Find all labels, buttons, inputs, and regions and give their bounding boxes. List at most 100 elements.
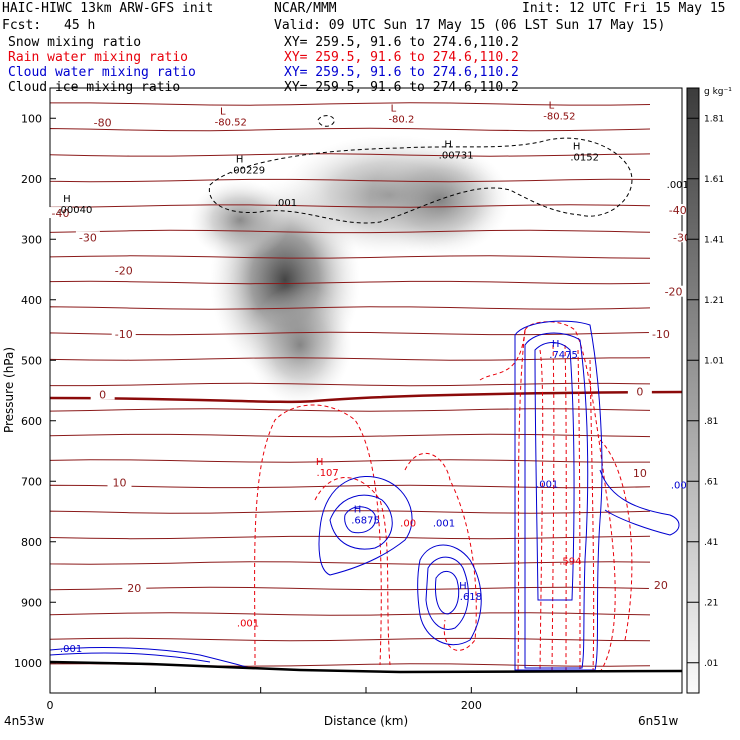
isotherm	[50, 637, 651, 642]
colorbar-tick-label: .81	[704, 417, 718, 427]
extremum-kind: L	[549, 100, 555, 111]
y-axis-label: Pressure (hPa)	[2, 347, 16, 433]
colorbar-tick-label: 1.61	[704, 175, 724, 185]
contour-label: .001	[275, 198, 297, 209]
right-endpoint-label: 6n51w	[638, 714, 679, 728]
cloud-water-contour	[524, 332, 589, 669]
extremum-kind: H	[444, 140, 452, 151]
extremum-kind: H	[316, 457, 324, 468]
colorbar: g kg⁻¹ 1.81 1.61 1.41 1.21 1.01 .81 .61 .41 .21.…	[686, 87, 732, 694]
rain-contour	[254, 404, 382, 666]
isotherm	[50, 433, 651, 438]
extremum-kind: H	[573, 141, 581, 152]
isotherm-label-bg	[107, 476, 132, 488]
extremum-kind: L	[220, 106, 226, 117]
cloud-water-contours	[50, 320, 680, 671]
colorbar-tick-label: .41	[704, 538, 718, 548]
isotherm-label: -10	[652, 328, 670, 341]
isotherm	[50, 204, 651, 208]
isotherm-label: -40	[669, 204, 687, 217]
y-tick-label: 200	[21, 173, 42, 186]
isotherm-label: -30	[79, 231, 97, 244]
isotherm-label-bg	[90, 388, 115, 400]
isotherm-label: -30	[673, 231, 691, 244]
isotherm-labels: -80 -40 -30 -20 -10 0 10 20 -40 -30 -20 -10 0 10 20	[48, 116, 694, 595]
isotherm-label-bg	[90, 116, 115, 128]
cloud-water-contour	[425, 556, 469, 630]
isotherm-label: 20	[127, 582, 141, 595]
extremum-kind: L	[391, 103, 397, 114]
isotherm-label-bg	[648, 328, 673, 340]
rain-contour	[517, 329, 526, 673]
x-axis: 0 200	[47, 687, 683, 712]
field-xy-snow: XY= 259.5, 91.6 to 274.6,110.2	[284, 35, 519, 50]
isotherm-label-bg	[665, 204, 690, 216]
y-tick-label: 100	[21, 112, 42, 125]
isotherm-label-bg	[111, 264, 136, 276]
cloud-water-contour	[435, 571, 460, 615]
y-tick-label: 500	[21, 354, 42, 367]
y-tick-label: 400	[21, 294, 42, 307]
extremum-kind: H	[354, 504, 362, 515]
rain-contour	[314, 477, 391, 666]
y-tick-label: 700	[21, 475, 42, 488]
terrain-line	[49, 660, 683, 674]
isotherm-label: 10	[113, 476, 127, 489]
isotherm-label-bg	[670, 231, 694, 243]
rain-water-contours	[254, 321, 633, 673]
x-axis-label: Distance (km)	[324, 714, 408, 728]
colorbar-tick-label: 1.81	[704, 114, 724, 124]
field-xy-rain: XY= 259.5, 91.6 to 274.6,110.2	[284, 50, 519, 65]
isotherm	[50, 153, 651, 157]
extremum-value: -80.52	[215, 117, 247, 128]
left-endpoint-label: 4n53w	[4, 714, 45, 728]
isotherm-label: 0	[99, 389, 106, 402]
model-title: HAIC-HIWC 13km ARW-GFS init	[2, 1, 214, 16]
contour-label: .001	[237, 618, 259, 629]
isotherm	[50, 229, 651, 234]
extremum-kind: H	[552, 339, 560, 350]
rain-contour	[599, 439, 633, 641]
isotherm-label-bg	[122, 582, 147, 594]
isotherm-label-bg	[48, 207, 73, 219]
snow-left-lobe	[190, 180, 290, 260]
cloud-water-contour	[50, 647, 251, 669]
extremum-kind: H	[459, 581, 467, 592]
isotherm	[50, 510, 651, 514]
contour-label: .001	[671, 481, 693, 492]
isotherm	[50, 561, 651, 565]
isotherm	[50, 459, 651, 463]
isotherm	[50, 178, 651, 183]
isotherm	[50, 484, 651, 489]
contour-label: .001	[667, 180, 689, 191]
field-name-cloud-water: Cloud water mixing ratio	[8, 65, 196, 80]
y-tick-label: 600	[21, 415, 42, 428]
x-tick-label: 200	[461, 699, 482, 712]
snow-plume-lower	[248, 285, 352, 405]
isotherm	[50, 408, 651, 412]
y-tick-label: 300	[21, 233, 42, 246]
contour-label: .594	[559, 557, 581, 568]
extrema-labels: L-80.52L-80.2L-80.52H.00229H.00731H.0152…	[57, 100, 599, 603]
y-tick-label: 1000	[14, 657, 42, 670]
contour-label: .001	[433, 519, 455, 530]
colorbar-tick-label: 1.41	[704, 235, 724, 245]
temperature-isotherms	[50, 102, 682, 667]
isotherm-label-bg	[111, 328, 136, 340]
isotherm-label: -20	[665, 286, 683, 299]
rain-contour	[577, 349, 581, 673]
rain-contour	[539, 349, 544, 673]
cloud-water-contour	[599, 469, 680, 536]
contour-value-labels: .001 .001 .001 .001 .001 .001 .00 .001 .594	[60, 180, 693, 655]
isotherm	[50, 127, 651, 132]
colorbar-tick-label: .21	[704, 598, 718, 608]
field-name-rain: Rain water mixing ratio	[8, 50, 189, 65]
cloud-water-contour	[329, 494, 393, 550]
extremum-value: .7475	[549, 350, 578, 361]
extremum-value: .0152	[570, 152, 599, 163]
cloud-ice-contours	[208, 115, 633, 224]
extremum-value: -80.52	[543, 111, 575, 122]
colorbar-tick-label: .01	[704, 659, 718, 669]
colorbar-tick-label: 1.01	[704, 356, 724, 366]
